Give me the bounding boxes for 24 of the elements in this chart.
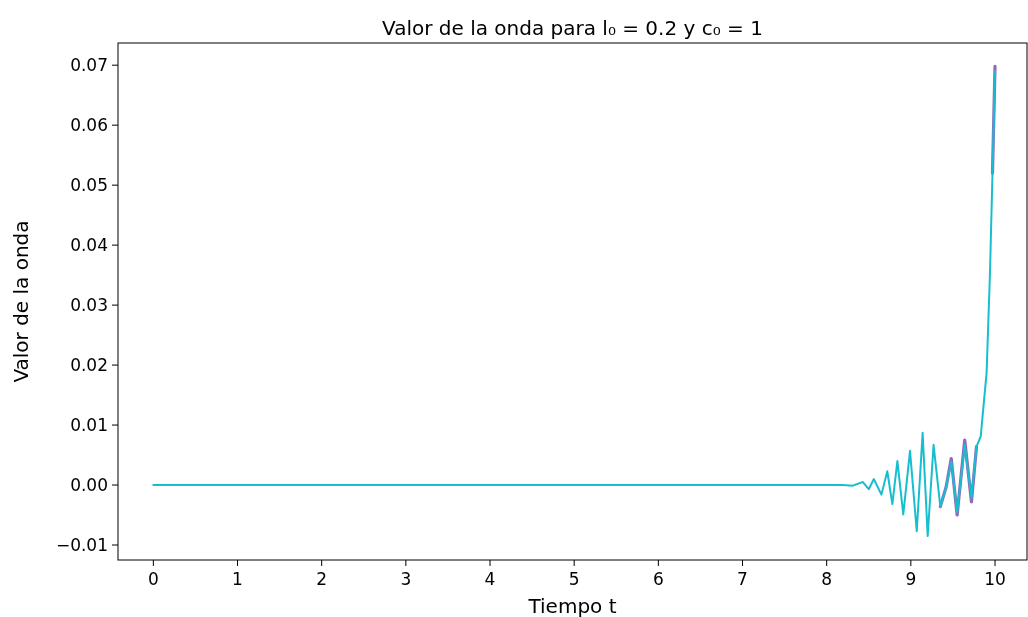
x-tick-label: 0: [147, 569, 159, 589]
y-tick-label: 0.07: [70, 55, 108, 76]
y-tick-label: 0.01: [70, 415, 108, 435]
x-tick-label: 5: [568, 569, 580, 589]
x-tick-label: 10: [984, 569, 1006, 589]
y-tick-label: 0.03: [70, 295, 108, 316]
x-tick-label: 3: [400, 569, 412, 589]
x-axis-title: Tiempo t: [527, 594, 617, 617]
x-tick-label: 2: [316, 569, 328, 589]
chart-title: Valor de la onda para l₀ = 0.2 y c₀ = 1: [382, 16, 763, 40]
x-tick-label: 9: [905, 569, 917, 589]
y-tick-label: 0.06: [70, 115, 108, 136]
y-axis-title: Valor de la onda: [9, 220, 33, 383]
x-tick-label: 7: [737, 569, 748, 589]
x-tick-label: 8: [821, 569, 833, 589]
y-tick-label: −0.01: [55, 534, 108, 555]
y-tick-label: 0.05: [70, 175, 108, 196]
line-series: [152, 70, 997, 538]
x-tick-label: 6: [652, 569, 664, 589]
y-tick-label: 0.04: [70, 235, 108, 256]
y-tick-label: 0.00: [70, 474, 108, 495]
x-tick-label: 4: [484, 569, 496, 589]
y-tick-label: 0.02: [70, 355, 108, 376]
x-tick-label: 1: [232, 569, 243, 589]
